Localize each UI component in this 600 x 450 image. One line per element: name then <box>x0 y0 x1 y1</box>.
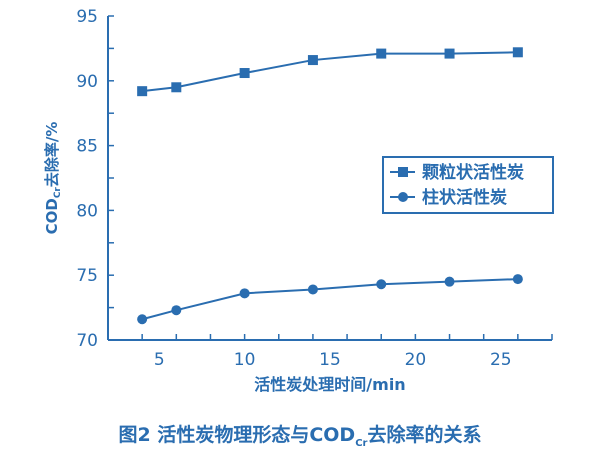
data-point-square <box>444 48 455 59</box>
data-point-square <box>239 68 250 79</box>
data-point-circle <box>137 314 148 325</box>
y-tick-label: 70 <box>76 331 98 351</box>
data-point-circle <box>239 288 250 299</box>
series-line-1 <box>141 278 518 321</box>
data-point-circle <box>444 276 455 287</box>
figure-caption: 图2 活性炭物理形态与CODCr去除率的关系 <box>0 420 600 449</box>
data-point-circle <box>512 274 523 285</box>
x-tick-label: 20 <box>405 350 427 370</box>
x-tick-label: 10 <box>234 350 256 370</box>
caption-prefix: 图2 活性炭物理形态与COD <box>118 424 356 446</box>
x-tick-label: 25 <box>490 350 512 370</box>
y-tick-label: 85 <box>76 137 98 157</box>
legend-label: 柱状活性炭 <box>422 187 507 208</box>
x-axis-label: 活性炭处理时间/min <box>254 375 405 394</box>
data-point-circle <box>376 279 387 290</box>
legend-box <box>382 156 554 214</box>
data-point-square <box>137 86 148 97</box>
data-point-square <box>376 48 387 59</box>
y-axis-label: CODCr去除率/% <box>43 122 63 235</box>
y-tick-label: 95 <box>76 7 98 27</box>
legend-circle-icon <box>398 192 408 202</box>
data-point-square <box>171 82 182 93</box>
data-point-circle <box>307 284 318 295</box>
legend-square-icon <box>398 167 408 177</box>
legend-label: 颗粒状活性炭 <box>422 162 524 183</box>
line-chart: 70 75 80 85 90 95 5 10 15 20 25 活性炭处理时间/min CODCr去除率… <box>43 7 554 394</box>
x-tick-label: 15 <box>319 350 341 370</box>
data-point-circle <box>171 305 182 316</box>
series-line-0 <box>142 51 518 93</box>
caption-sub: Cr <box>355 437 368 449</box>
y-tick-label: 90 <box>76 72 98 92</box>
caption-suffix: 去除率的关系 <box>367 424 482 446</box>
data-point-square <box>512 47 523 58</box>
y-tick-label: 80 <box>76 201 98 221</box>
data-point-square <box>307 55 318 66</box>
x-tick-label: 5 <box>154 350 165 370</box>
y-tick-label: 75 <box>76 266 98 286</box>
